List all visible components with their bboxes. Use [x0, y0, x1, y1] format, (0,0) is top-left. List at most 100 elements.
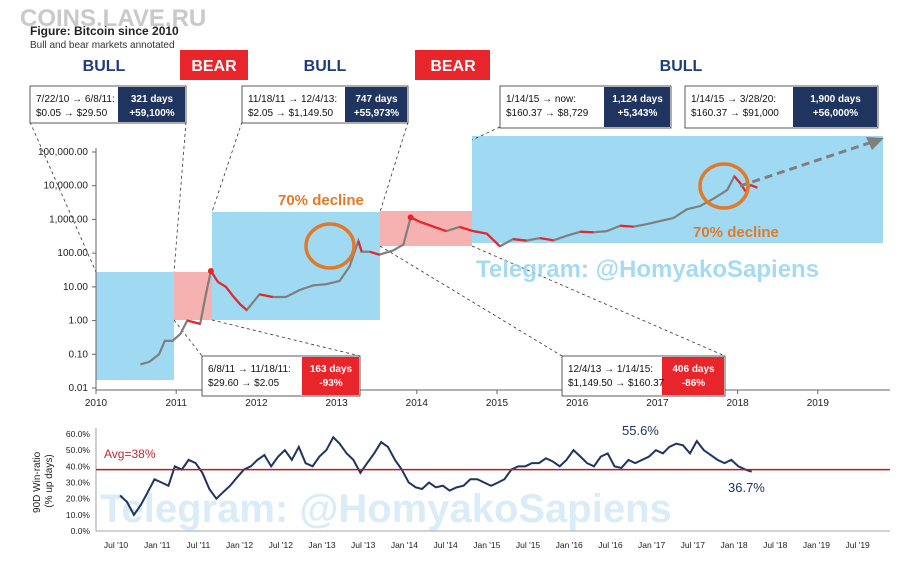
telegram-watermark: Telegram: @HomyakoSapiens — [476, 256, 819, 283]
arrow-head-icon — [866, 137, 884, 150]
connector — [379, 121, 409, 213]
decline-circle — [304, 222, 356, 270]
bull-zone — [472, 136, 883, 243]
box-change-value: +55,973% — [354, 108, 399, 119]
connector-lines — [29, 121, 726, 357]
x-tick-label: 2019 — [807, 398, 830, 409]
box-range-label: 6/8/11 → 11/18/11: — [208, 364, 291, 375]
ratio-y-tick-label: 10.0% — [66, 510, 91, 520]
price-x-ticks: 2010 2011 2012 2013 2014 2015 2016 2017 2018 2019 — [85, 390, 830, 409]
connector — [173, 319, 203, 357]
connector — [173, 121, 187, 273]
ratio-y-tick-label: 0.0% — [71, 526, 91, 536]
ratio-series — [119, 435, 752, 517]
price-down-segment — [512, 238, 527, 242]
price-down-segment — [432, 225, 447, 233]
x-tick-label: 2010 — [85, 398, 108, 409]
box-days-value: 1,900 days — [810, 94, 861, 105]
y-tick-label: 10.00 — [63, 282, 88, 293]
ratio-x-tick-label: Jan '12 — [226, 540, 253, 550]
ratio-x-tick-label: Jan '19 — [803, 540, 830, 550]
price-down-segment — [224, 286, 235, 298]
annotation-box: 1/14/15 → now: $160.37 → $8,729 1,124 days… — [499, 85, 672, 129]
x-tick-label: 2015 — [486, 398, 509, 409]
ratio-x-tick-label: Jan '15 — [473, 540, 500, 550]
ratio-x-tick-label: Jan '11 — [144, 540, 171, 550]
win-ratio-line — [119, 435, 752, 517]
box-value-panel — [662, 357, 724, 395]
figure-subtitle: Bull and bear markets annotated — [30, 40, 175, 51]
price-down-segment — [419, 220, 434, 228]
y-tick-label: 0.10 — [69, 349, 89, 360]
projection-line — [739, 140, 873, 188]
phase-label-bull: BULL — [304, 58, 347, 75]
price-down-segment — [473, 230, 487, 235]
ratio-y-tick-label: 30.0% — [66, 478, 91, 488]
price-down-segment — [259, 293, 273, 299]
avg-label: Avg=38% — [104, 447, 156, 461]
price-y-ticks: 100,000.00 10,000.00 1,000.00 100.00 10.00 1.… — [38, 147, 96, 394]
box-change-value: -93% — [319, 378, 342, 389]
price-down-segment — [232, 296, 242, 306]
annotation-box: 12/4/13 → 1/14/15: $1,149.50 → $160.37 406… — [561, 355, 726, 397]
peak-dot — [207, 268, 214, 275]
x-tick-label: 2017 — [646, 398, 669, 409]
box-price-label: $2.05 → $1,149.50 — [248, 108, 334, 119]
box-days-value: 321 days — [131, 94, 174, 105]
box-value-panel — [604, 87, 670, 127]
x-tick-label: 2016 — [566, 398, 589, 409]
connector — [211, 319, 361, 357]
ratio-y-label-line: (% up days) — [44, 454, 55, 507]
x-tick-label: 2011 — [165, 398, 187, 409]
box-price-label: $29.60 → $2.05 — [208, 378, 280, 389]
annotation-box: 1/14/15 → 3/28/20: $160.37 → $91,000 1,900… — [684, 85, 879, 129]
x-tick-label: 2012 — [245, 398, 268, 409]
annotation-box: 6/8/11 → 11/18/11: $29.60 → $2.05 163 days… — [201, 355, 361, 397]
y-tick-label: 100,000.00 — [38, 147, 88, 158]
decline-label: 70% decline — [278, 192, 364, 209]
ratio-x-tick-label: Jul '10 — [104, 540, 129, 550]
ratio-x-tick-label: Jul '19 — [845, 540, 870, 550]
box-change-value: -86% — [682, 378, 705, 389]
y-tick-label: 0.01 — [69, 383, 89, 394]
price-down-segment — [239, 303, 248, 311]
box-value-panel — [118, 87, 185, 122]
connector — [471, 245, 726, 357]
price-down-segment — [357, 240, 363, 253]
ratio-x-ticks: Jul '10 Jan '11 Jul '11 Jan '12 Jul '12 Jan '… — [104, 540, 870, 550]
ratio-y-tick-label: 60.0% — [66, 429, 91, 439]
projection-arrow — [739, 137, 884, 188]
phase-label-bear: BEAR — [191, 58, 237, 75]
box-price-label: $0.05 → $29.50 — [36, 108, 108, 119]
decline-label: 70% decline — [693, 224, 779, 241]
figure-title: Figure: Bitcoin since 2010 — [30, 24, 179, 38]
box-days-value: 406 days — [672, 364, 715, 375]
phase-label-bull: BULL — [83, 58, 126, 75]
peak-dot — [407, 214, 414, 221]
ratio-x-tick-label: Jul '17 — [681, 540, 706, 550]
ratio-x-tick-label: Jul '11 — [187, 540, 211, 550]
box-value-panel — [793, 87, 877, 127]
connector — [211, 121, 243, 213]
price-down-segment — [459, 225, 474, 233]
price-down-segment — [186, 319, 194, 324]
win-ratio-axes — [95, 428, 890, 532]
y-tick-label: 100.00 — [57, 248, 88, 259]
ratio-x-tick-label: Jul '18 — [763, 540, 788, 550]
ratio-x-tick-label: Jan '18 — [720, 540, 747, 550]
price-down-segment — [539, 236, 554, 242]
watermark-top: COINS.LAVE.RU — [20, 5, 206, 32]
ratio-x-tick-label: Jan '13 — [308, 540, 335, 550]
price-down-segment — [193, 321, 201, 325]
phase-bear-badge — [180, 50, 248, 80]
ratio-x-tick-label: Jul '15 — [516, 540, 541, 550]
box-change-value: +59,100% — [129, 108, 174, 119]
box-change-value: +5,343% — [618, 108, 658, 119]
ratio-x-tick-label: Jan '14 — [391, 540, 418, 550]
x-tick-label: 2014 — [406, 398, 429, 409]
telegram-watermark: Telegram: @HomyakoSapiens — [100, 487, 672, 531]
price-line — [140, 174, 758, 366]
ratio-y-ticks: 60.0% 50.0% 40.0% 30.0% 20.0% 10.0% 0.0% — [66, 429, 91, 536]
box-range-label: 1/14/15 → 3/28/20: — [691, 94, 776, 105]
